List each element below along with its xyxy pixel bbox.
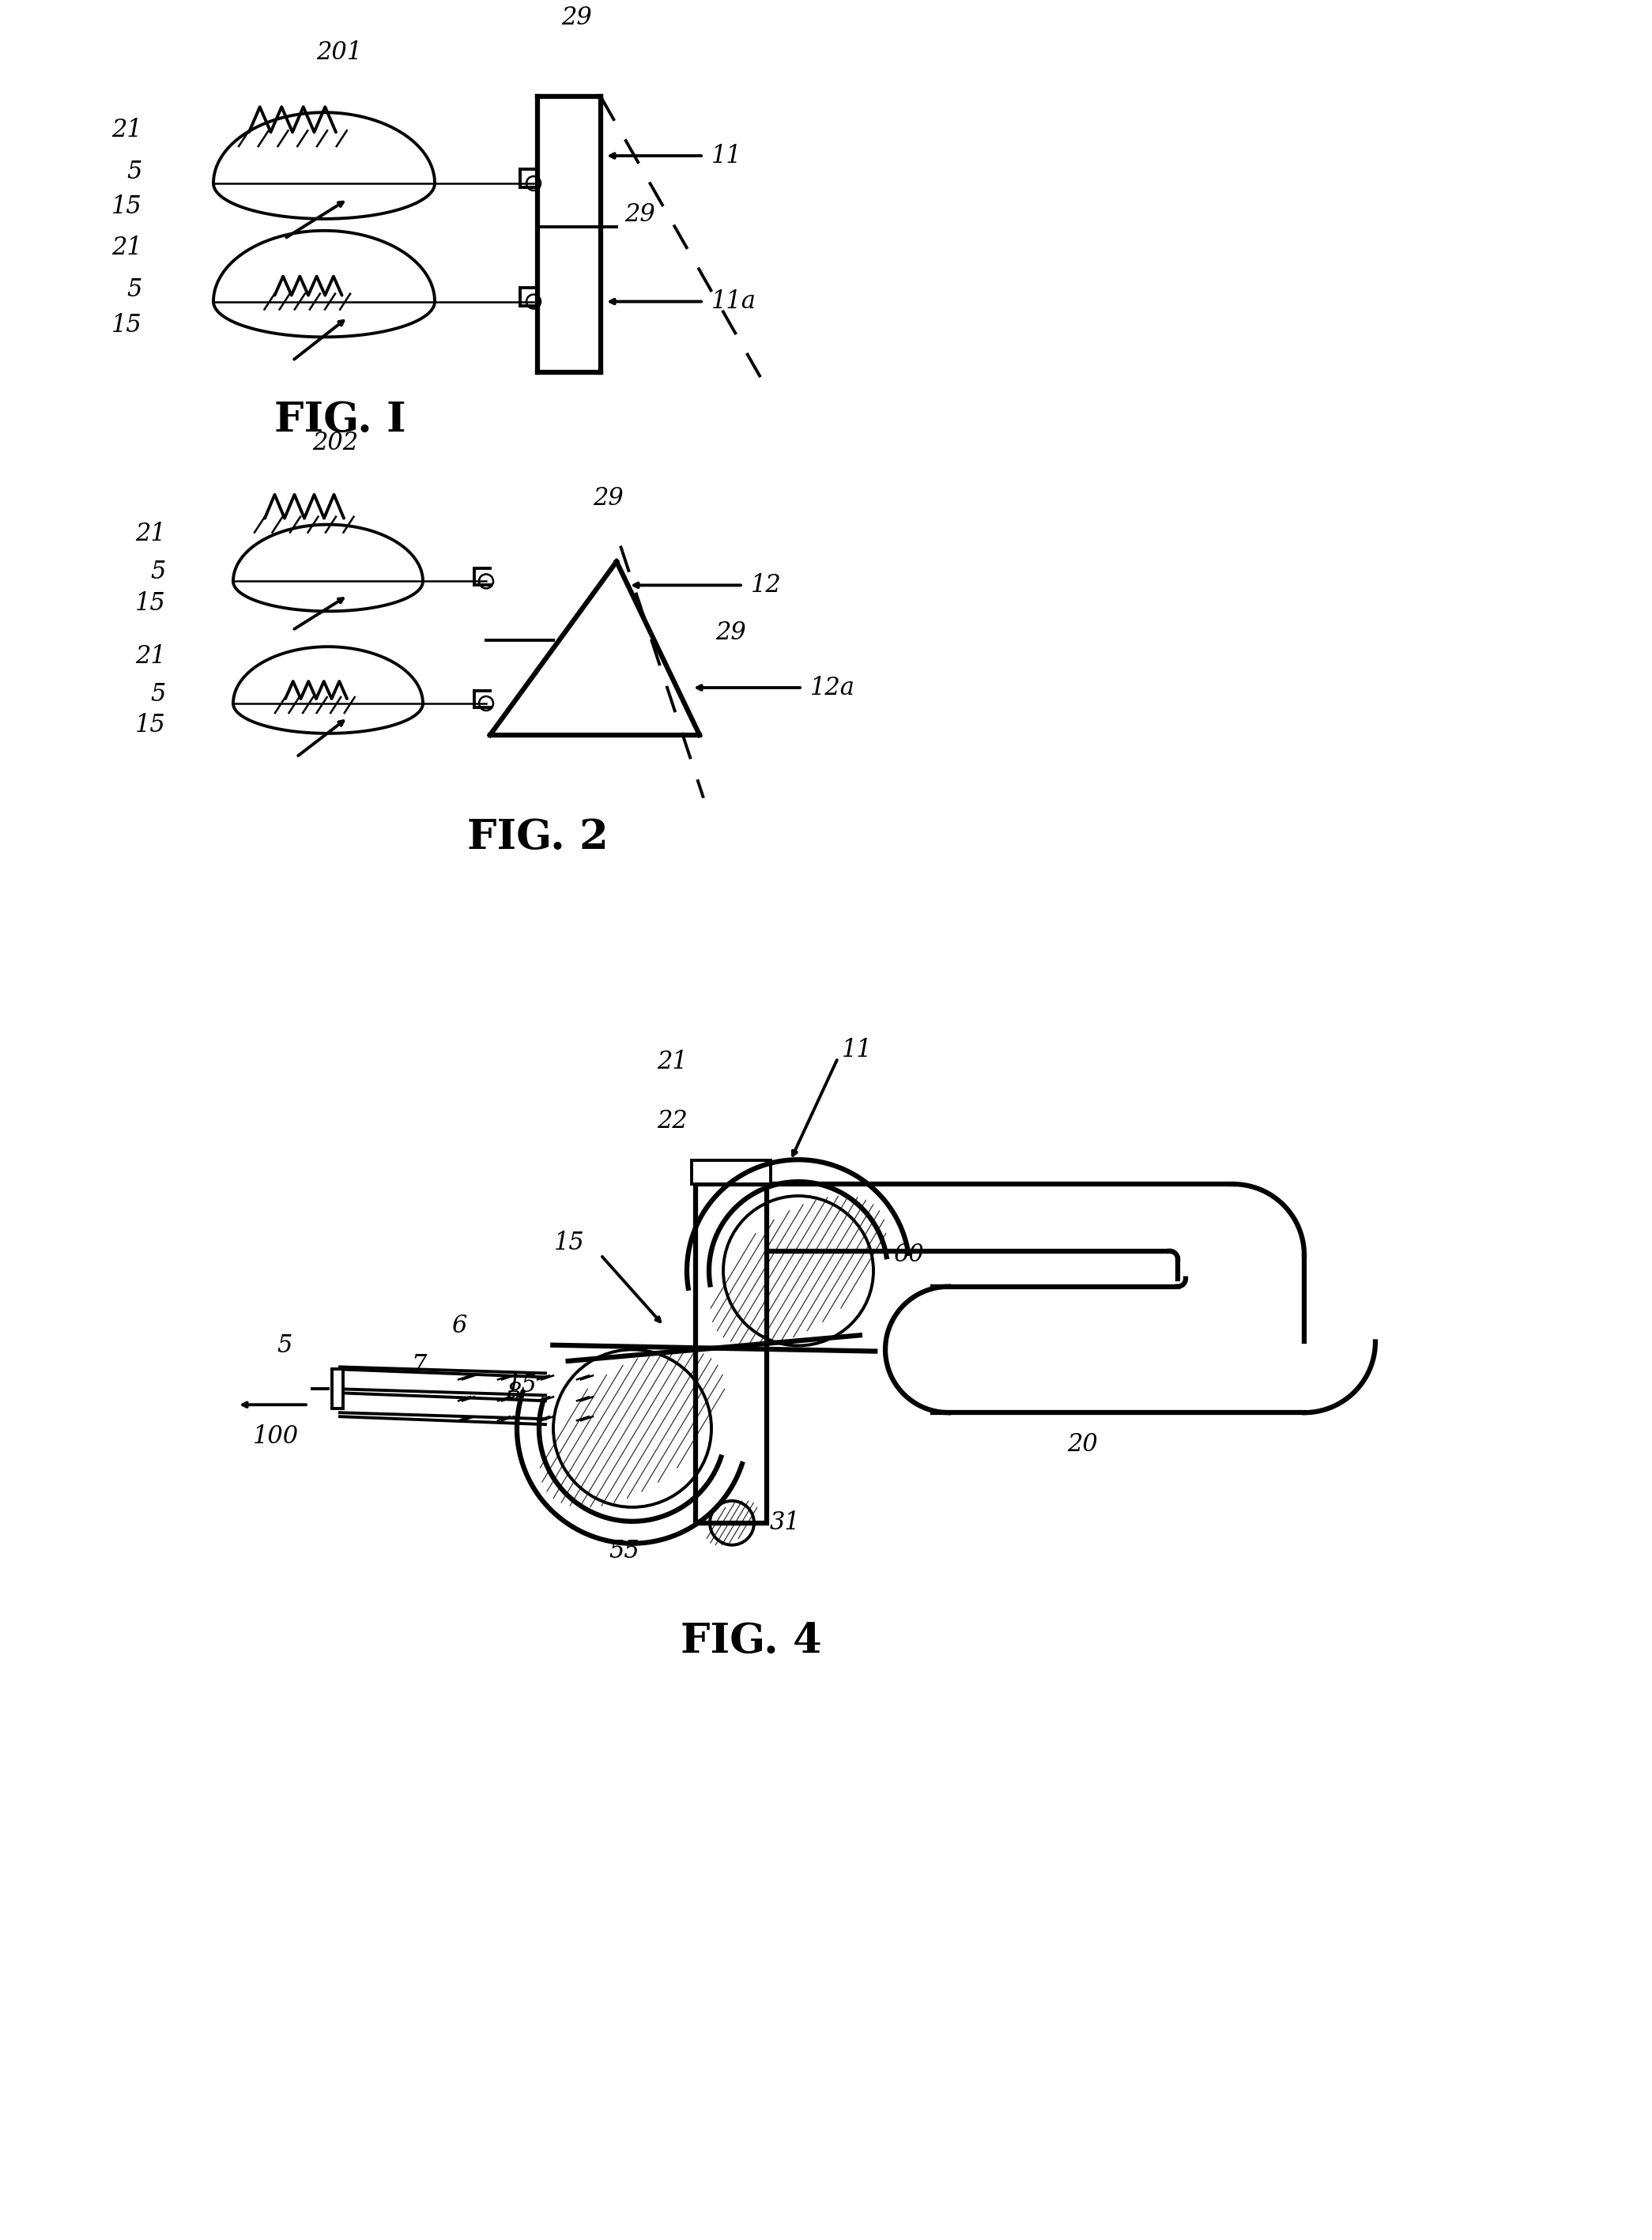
Text: 5: 5 xyxy=(278,1333,292,1357)
Text: 12: 12 xyxy=(752,573,781,598)
Text: FIG. 4: FIG. 4 xyxy=(681,1622,821,1662)
Text: 202: 202 xyxy=(312,430,358,455)
Text: 21: 21 xyxy=(135,522,165,547)
Text: 20: 20 xyxy=(1067,1431,1097,1456)
Text: 5: 5 xyxy=(127,159,142,184)
Text: 21: 21 xyxy=(657,1051,687,1075)
Text: 55: 55 xyxy=(610,1539,639,1564)
Text: 15: 15 xyxy=(135,712,165,737)
Bar xyxy=(692,1160,771,1185)
Bar xyxy=(695,1185,767,1523)
Text: 21: 21 xyxy=(112,235,142,260)
Text: 29: 29 xyxy=(562,4,591,29)
Text: 11: 11 xyxy=(712,143,742,168)
Text: 100: 100 xyxy=(253,1425,299,1449)
Text: 29: 29 xyxy=(624,202,656,226)
Text: 15: 15 xyxy=(112,195,142,220)
Text: 5: 5 xyxy=(127,278,142,302)
Text: 8: 8 xyxy=(507,1380,522,1404)
Text: 31: 31 xyxy=(770,1510,801,1534)
Text: 11: 11 xyxy=(843,1037,872,1062)
Text: FIG. I: FIG. I xyxy=(274,399,406,439)
Text: 29: 29 xyxy=(715,620,747,645)
Text: 15: 15 xyxy=(135,591,165,616)
Text: FIG. 2: FIG. 2 xyxy=(468,818,608,858)
Text: 7: 7 xyxy=(411,1353,426,1378)
Text: 5: 5 xyxy=(150,681,165,706)
Text: 15: 15 xyxy=(555,1232,585,1254)
Text: 11a: 11a xyxy=(712,289,757,314)
Text: 29: 29 xyxy=(593,486,623,511)
Text: 21: 21 xyxy=(112,116,142,141)
Text: 6: 6 xyxy=(451,1313,466,1337)
Bar xyxy=(332,1369,344,1409)
Text: 60: 60 xyxy=(894,1243,923,1268)
Text: 12a: 12a xyxy=(809,676,856,699)
Text: 201: 201 xyxy=(316,40,362,65)
Text: 22: 22 xyxy=(657,1109,687,1133)
Text: 15: 15 xyxy=(112,314,142,338)
Text: 21: 21 xyxy=(135,643,165,668)
Text: 5: 5 xyxy=(150,560,165,585)
Text: 15: 15 xyxy=(507,1373,537,1398)
